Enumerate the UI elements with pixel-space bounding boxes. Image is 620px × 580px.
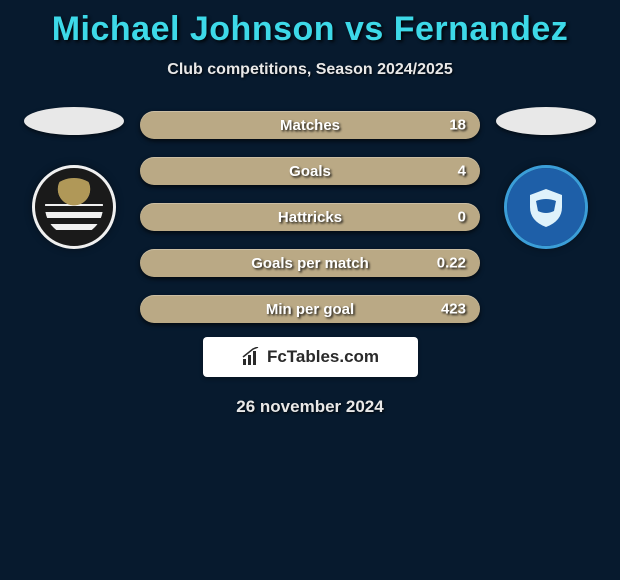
stat-row: Goals per match 0.22 [140,249,480,277]
stat-row: Min per goal 423 [140,295,480,323]
stat-value: 0 [458,209,466,226]
stat-row: Goals 4 [140,157,480,185]
stat-value: 18 [449,117,466,134]
stat-row: Matches 18 [140,111,480,139]
bar-chart-icon [241,347,261,367]
right-club-badge[interactable] [504,165,588,249]
stat-label: Goals [289,163,331,180]
stat-label: Goals per match [251,255,369,272]
stat-value: 0.22 [437,255,466,272]
date-label: 26 november 2024 [0,397,620,417]
left-player-col [24,107,124,249]
stat-label: Hattricks [278,209,342,226]
main-row: Matches 18 Goals 4 Hattricks 0 Goals per match… [0,107,620,323]
stats-column: Matches 18 Goals 4 Hattricks 0 Goals per match… [140,107,480,323]
stat-row: Hattricks 0 [140,203,480,231]
stat-value: 4 [458,163,466,180]
logo-text: FcTables.com [267,347,379,367]
comparison-card: Michael Johnson vs Fernandez Club compet… [0,0,620,417]
stat-label: Matches [280,117,340,134]
left-avatar-placeholder [24,107,124,135]
right-player-col [496,107,596,249]
shield-icon [524,185,568,229]
stat-label: Min per goal [266,301,354,318]
right-avatar-placeholder [496,107,596,135]
page-title: Michael Johnson vs Fernandez [0,10,620,49]
fctables-logo[interactable]: FcTables.com [203,337,418,377]
left-club-badge[interactable] [32,165,116,249]
stat-value: 423 [441,301,466,318]
subtitle: Club competitions, Season 2024/2025 [0,61,620,79]
